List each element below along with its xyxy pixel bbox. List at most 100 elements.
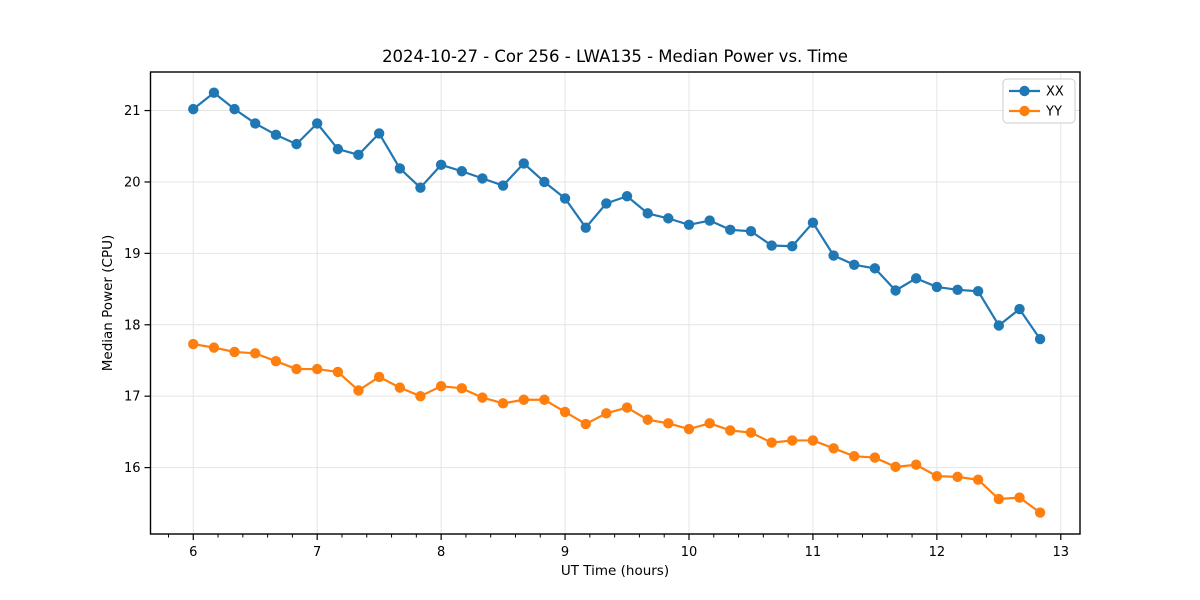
- series-xx-marker: [477, 173, 488, 184]
- series-yy-marker: [931, 470, 943, 482]
- series-yy-marker: [766, 437, 777, 448]
- series-yy-marker: [208, 342, 220, 353]
- series-xx-marker: [725, 224, 736, 236]
- legend-marker-sample: [1019, 85, 1030, 97]
- series-xx-marker: [745, 226, 757, 237]
- series-yy-marker: [972, 474, 984, 485]
- series-yy-marker: [745, 427, 757, 438]
- series-xx-marker: [456, 166, 468, 177]
- series-yy-marker: [910, 459, 922, 470]
- legend-box: [1002, 78, 1076, 124]
- series-xx-marker: [807, 217, 819, 228]
- series-xx-marker: [435, 159, 447, 171]
- x-tick-label: 6: [189, 545, 197, 560]
- series-yy-marker: [539, 394, 550, 405]
- series-yy-marker: [497, 398, 509, 409]
- legend-marker-sample: [1019, 105, 1030, 117]
- series-yy-marker: [869, 452, 881, 463]
- series-xx-marker: [208, 87, 220, 98]
- series-xx-marker: [394, 163, 406, 174]
- series-xx-marker: [972, 286, 984, 297]
- series-yy-marker: [848, 450, 860, 462]
- series-yy-marker: [373, 371, 385, 383]
- series-yy-marker: [890, 461, 901, 473]
- series-xx-marker: [270, 129, 282, 141]
- series-xx-marker: [952, 284, 963, 295]
- series-xx-marker: [663, 213, 674, 224]
- series-yy-marker: [952, 471, 963, 483]
- series-layer: [188, 87, 1046, 518]
- series-yy-marker: [311, 363, 323, 375]
- series-xx-marker: [415, 182, 426, 193]
- series-yy-marker: [229, 346, 240, 358]
- series-xx-marker: [373, 128, 385, 139]
- x-axis-label: UT Time (hours): [561, 563, 669, 579]
- series-xx-marker: [910, 273, 922, 284]
- y-tick-label: 21: [124, 104, 141, 119]
- series-yy-marker: [518, 394, 529, 405]
- series-yy-marker: [642, 414, 653, 425]
- series-yy-marker: [188, 338, 199, 350]
- series-xx-marker: [683, 219, 695, 231]
- series-yy-marker: [291, 363, 302, 375]
- series-yy: [188, 338, 1046, 518]
- series-xx-marker: [580, 222, 591, 233]
- series-yy-marker: [580, 418, 591, 430]
- series-yy-marker: [725, 425, 736, 436]
- series-xx-marker: [1034, 333, 1046, 345]
- y-tick-label: 17: [124, 390, 141, 405]
- series-xx-marker: [188, 103, 199, 115]
- legend-item-xx: XX: [1009, 85, 1064, 100]
- chart-title: 2024-10-27 - Cor 256 - LWA135 - Median P…: [382, 47, 848, 66]
- series-yy-marker: [601, 408, 612, 419]
- y-tick-label: 19: [124, 247, 141, 262]
- series-xx-marker: [1014, 303, 1025, 315]
- series-yy-marker: [394, 382, 406, 393]
- series-xx-marker: [229, 103, 240, 115]
- series-yy-marker: [415, 390, 426, 402]
- series-xx-marker: [931, 281, 943, 293]
- series-yy-marker: [787, 435, 798, 446]
- series-xx-marker: [787, 241, 798, 252]
- series-yy-marker: [683, 423, 695, 435]
- series-xx-marker: [869, 263, 881, 274]
- series-xx-marker: [848, 259, 860, 270]
- series-xx-marker: [890, 285, 901, 296]
- tick-layer: 6 7 8 9 10 11 12 13 16 17 18 19 20 21: [124, 104, 1069, 560]
- series-xx-marker: [332, 143, 344, 155]
- series-yy-marker: [250, 348, 261, 359]
- series-xx-marker: [291, 138, 302, 150]
- x-tick-label: 10: [681, 545, 698, 560]
- series-yy-marker: [704, 418, 715, 429]
- series-yy-marker: [559, 406, 571, 418]
- y-tick-label: 16: [124, 461, 141, 476]
- series-xx-marker: [766, 240, 777, 251]
- series-xx-marker: [621, 191, 633, 202]
- x-tick-label: 11: [805, 545, 822, 560]
- series-xx-marker: [601, 198, 612, 209]
- series-xx-marker: [704, 215, 715, 226]
- series-xx: [188, 87, 1046, 345]
- series-xx-marker: [518, 158, 529, 169]
- legend-label: YY: [1045, 105, 1062, 120]
- y-tick-label: 18: [124, 318, 141, 333]
- series-yy-marker: [1014, 492, 1025, 503]
- legend: XX YY: [1002, 78, 1076, 124]
- series-xx-marker: [497, 180, 509, 191]
- series-yy-marker: [456, 383, 468, 394]
- legend-label: XX: [1046, 85, 1064, 100]
- series-xx-marker: [539, 176, 550, 188]
- series-yy-marker: [828, 443, 839, 454]
- x-tick-label: 9: [561, 545, 569, 560]
- series-yy-marker: [663, 418, 674, 429]
- legend-item-yy: YY: [1009, 105, 1062, 120]
- series-xx-marker: [353, 149, 364, 161]
- series-xx-marker: [559, 193, 571, 204]
- x-tick-label: 7: [313, 545, 321, 560]
- series-yy-marker: [993, 493, 1005, 505]
- series-xx-marker: [250, 118, 261, 129]
- series-yy-marker: [477, 392, 488, 403]
- series-xx-marker: [311, 118, 323, 129]
